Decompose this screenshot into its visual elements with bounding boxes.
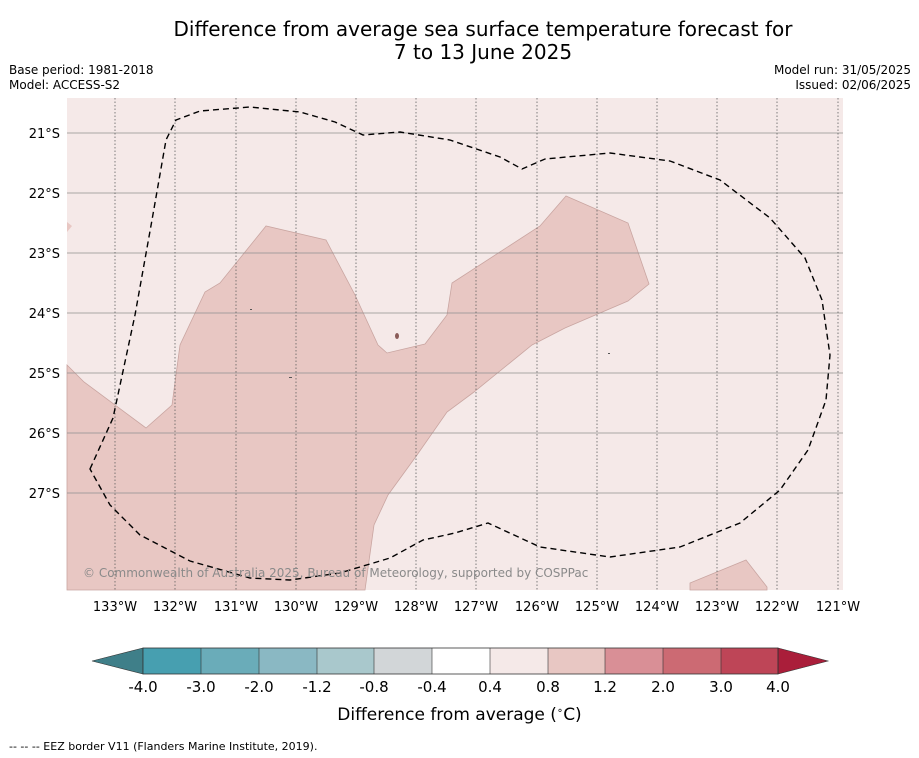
colorbar-high-extend bbox=[777, 647, 830, 675]
colorbar-tick-label: 0.4 bbox=[478, 678, 502, 696]
lon-label: 121°W bbox=[816, 600, 860, 615]
lon-label: 133°W bbox=[93, 600, 137, 615]
lat-label: 23°S bbox=[29, 247, 60, 262]
lon-label: 128°W bbox=[394, 600, 438, 615]
lon-label: 129°W bbox=[334, 600, 378, 615]
colorbar-tick-label: -3.0 bbox=[186, 678, 215, 696]
base-period-label: Base period: 1981-2018 bbox=[9, 63, 154, 77]
colorbar-segment bbox=[490, 648, 548, 674]
lat-label: 21°S bbox=[29, 127, 60, 142]
colorbar-tick-label: -0.8 bbox=[359, 678, 388, 696]
colorbar-tick-label: 2.0 bbox=[651, 678, 675, 696]
colorbar-segment bbox=[143, 648, 201, 674]
colorbar-low-extend bbox=[91, 647, 144, 675]
model-label: Model: ACCESS-S2 bbox=[9, 78, 121, 92]
lon-label: 124°W bbox=[635, 600, 679, 615]
colorbar-segment bbox=[317, 648, 374, 674]
meta-right: Model run: 31/05/2025 Issued: 02/06/2025 bbox=[774, 63, 911, 93]
lon-label: 132°W bbox=[153, 600, 197, 615]
island-marker bbox=[250, 309, 252, 310]
chart-title: Difference from average sea surface temp… bbox=[0, 18, 919, 64]
colorbar-segment bbox=[432, 648, 490, 674]
colorbar-segment bbox=[663, 648, 721, 674]
model-run-label: Model run: 31/05/2025 bbox=[773, 63, 911, 77]
island-marker bbox=[608, 353, 610, 354]
colorbar-title: Difference from average (∘C) bbox=[0, 705, 919, 725]
degree-symbol: ∘ bbox=[556, 705, 564, 717]
island-marker bbox=[289, 377, 292, 378]
colorbar-tick-label: 0.8 bbox=[536, 678, 560, 696]
colorbar-tick-label: 3.0 bbox=[709, 678, 733, 696]
lon-label: 123°W bbox=[695, 600, 739, 615]
lon-label: 125°W bbox=[575, 600, 619, 615]
lon-labels: 133°W 132°W 131°W 130°W 129°W 128°W 127°… bbox=[93, 600, 860, 615]
contour-warm-region bbox=[66, 195, 650, 591]
lon-label: 131°W bbox=[214, 600, 258, 615]
colorbar-tick-label: -0.4 bbox=[417, 678, 446, 696]
contour-warm-edge bbox=[67, 222, 72, 232]
colorbar-tick-label: 1.2 bbox=[593, 678, 617, 696]
lat-label: 24°S bbox=[29, 307, 60, 322]
lat-label: 25°S bbox=[29, 367, 60, 382]
colorbar-tick-label: -1.2 bbox=[302, 678, 331, 696]
meta-left: Base period: 1981-2018 Model: ACCESS-S2 bbox=[9, 63, 154, 93]
lon-label: 122°W bbox=[755, 600, 799, 615]
colorbar-dividers bbox=[200, 648, 722, 674]
contour-warm-corner bbox=[689, 559, 768, 591]
title-line-1: Difference from average sea surface temp… bbox=[173, 17, 793, 41]
eez-legend-note: -- -- -- EEZ border V11 (Flanders Marine… bbox=[9, 740, 318, 753]
lon-label: 130°W bbox=[274, 600, 318, 615]
colorbar-tick-label: 4.0 bbox=[766, 678, 790, 696]
colorbar-segment bbox=[721, 648, 778, 674]
colorbar-tick-label: -4.0 bbox=[128, 678, 157, 696]
lat-label: 27°S bbox=[29, 487, 60, 502]
colorbar-title-unit: C) bbox=[563, 705, 582, 725]
lat-label: 22°S bbox=[29, 187, 60, 202]
eez-border bbox=[89, 106, 831, 581]
colorbar-title-text: Difference from average ( bbox=[337, 705, 557, 725]
colorbar-segment bbox=[548, 648, 605, 674]
lon-gridlines bbox=[114, 98, 839, 590]
colorbar-segment bbox=[374, 648, 432, 674]
colorbar-segment bbox=[605, 648, 663, 674]
colorbar-outline bbox=[142, 647, 779, 675]
colorbar-segment bbox=[259, 648, 317, 674]
colorbar-segment bbox=[201, 648, 259, 674]
colorbar-ticks: -4.0 -3.0 -2.0 -1.2 -0.8 -0.4 0.4 0.8 1.… bbox=[128, 678, 790, 696]
title-line-2: 7 to 13 June 2025 bbox=[393, 40, 573, 64]
lat-gridlines bbox=[67, 132, 843, 494]
colorbar-tick-label: -2.0 bbox=[244, 678, 273, 696]
lon-label: 127°W bbox=[454, 600, 498, 615]
lat-labels: 21°S 22°S 23°S 24°S 25°S 26°S 27°S bbox=[29, 127, 60, 502]
map-svg: 21°S 22°S 23°S 24°S 25°S 26°S 27°S 133°W… bbox=[29, 98, 860, 696]
issued-label: Issued: 02/06/2025 bbox=[795, 78, 911, 92]
lon-label: 126°W bbox=[515, 600, 559, 615]
island-marker bbox=[395, 333, 399, 339]
colorbar bbox=[91, 647, 830, 675]
lat-label: 26°S bbox=[29, 427, 60, 442]
copyright-text: © Commonwealth of Australia 2025, Bureau… bbox=[83, 566, 588, 580]
